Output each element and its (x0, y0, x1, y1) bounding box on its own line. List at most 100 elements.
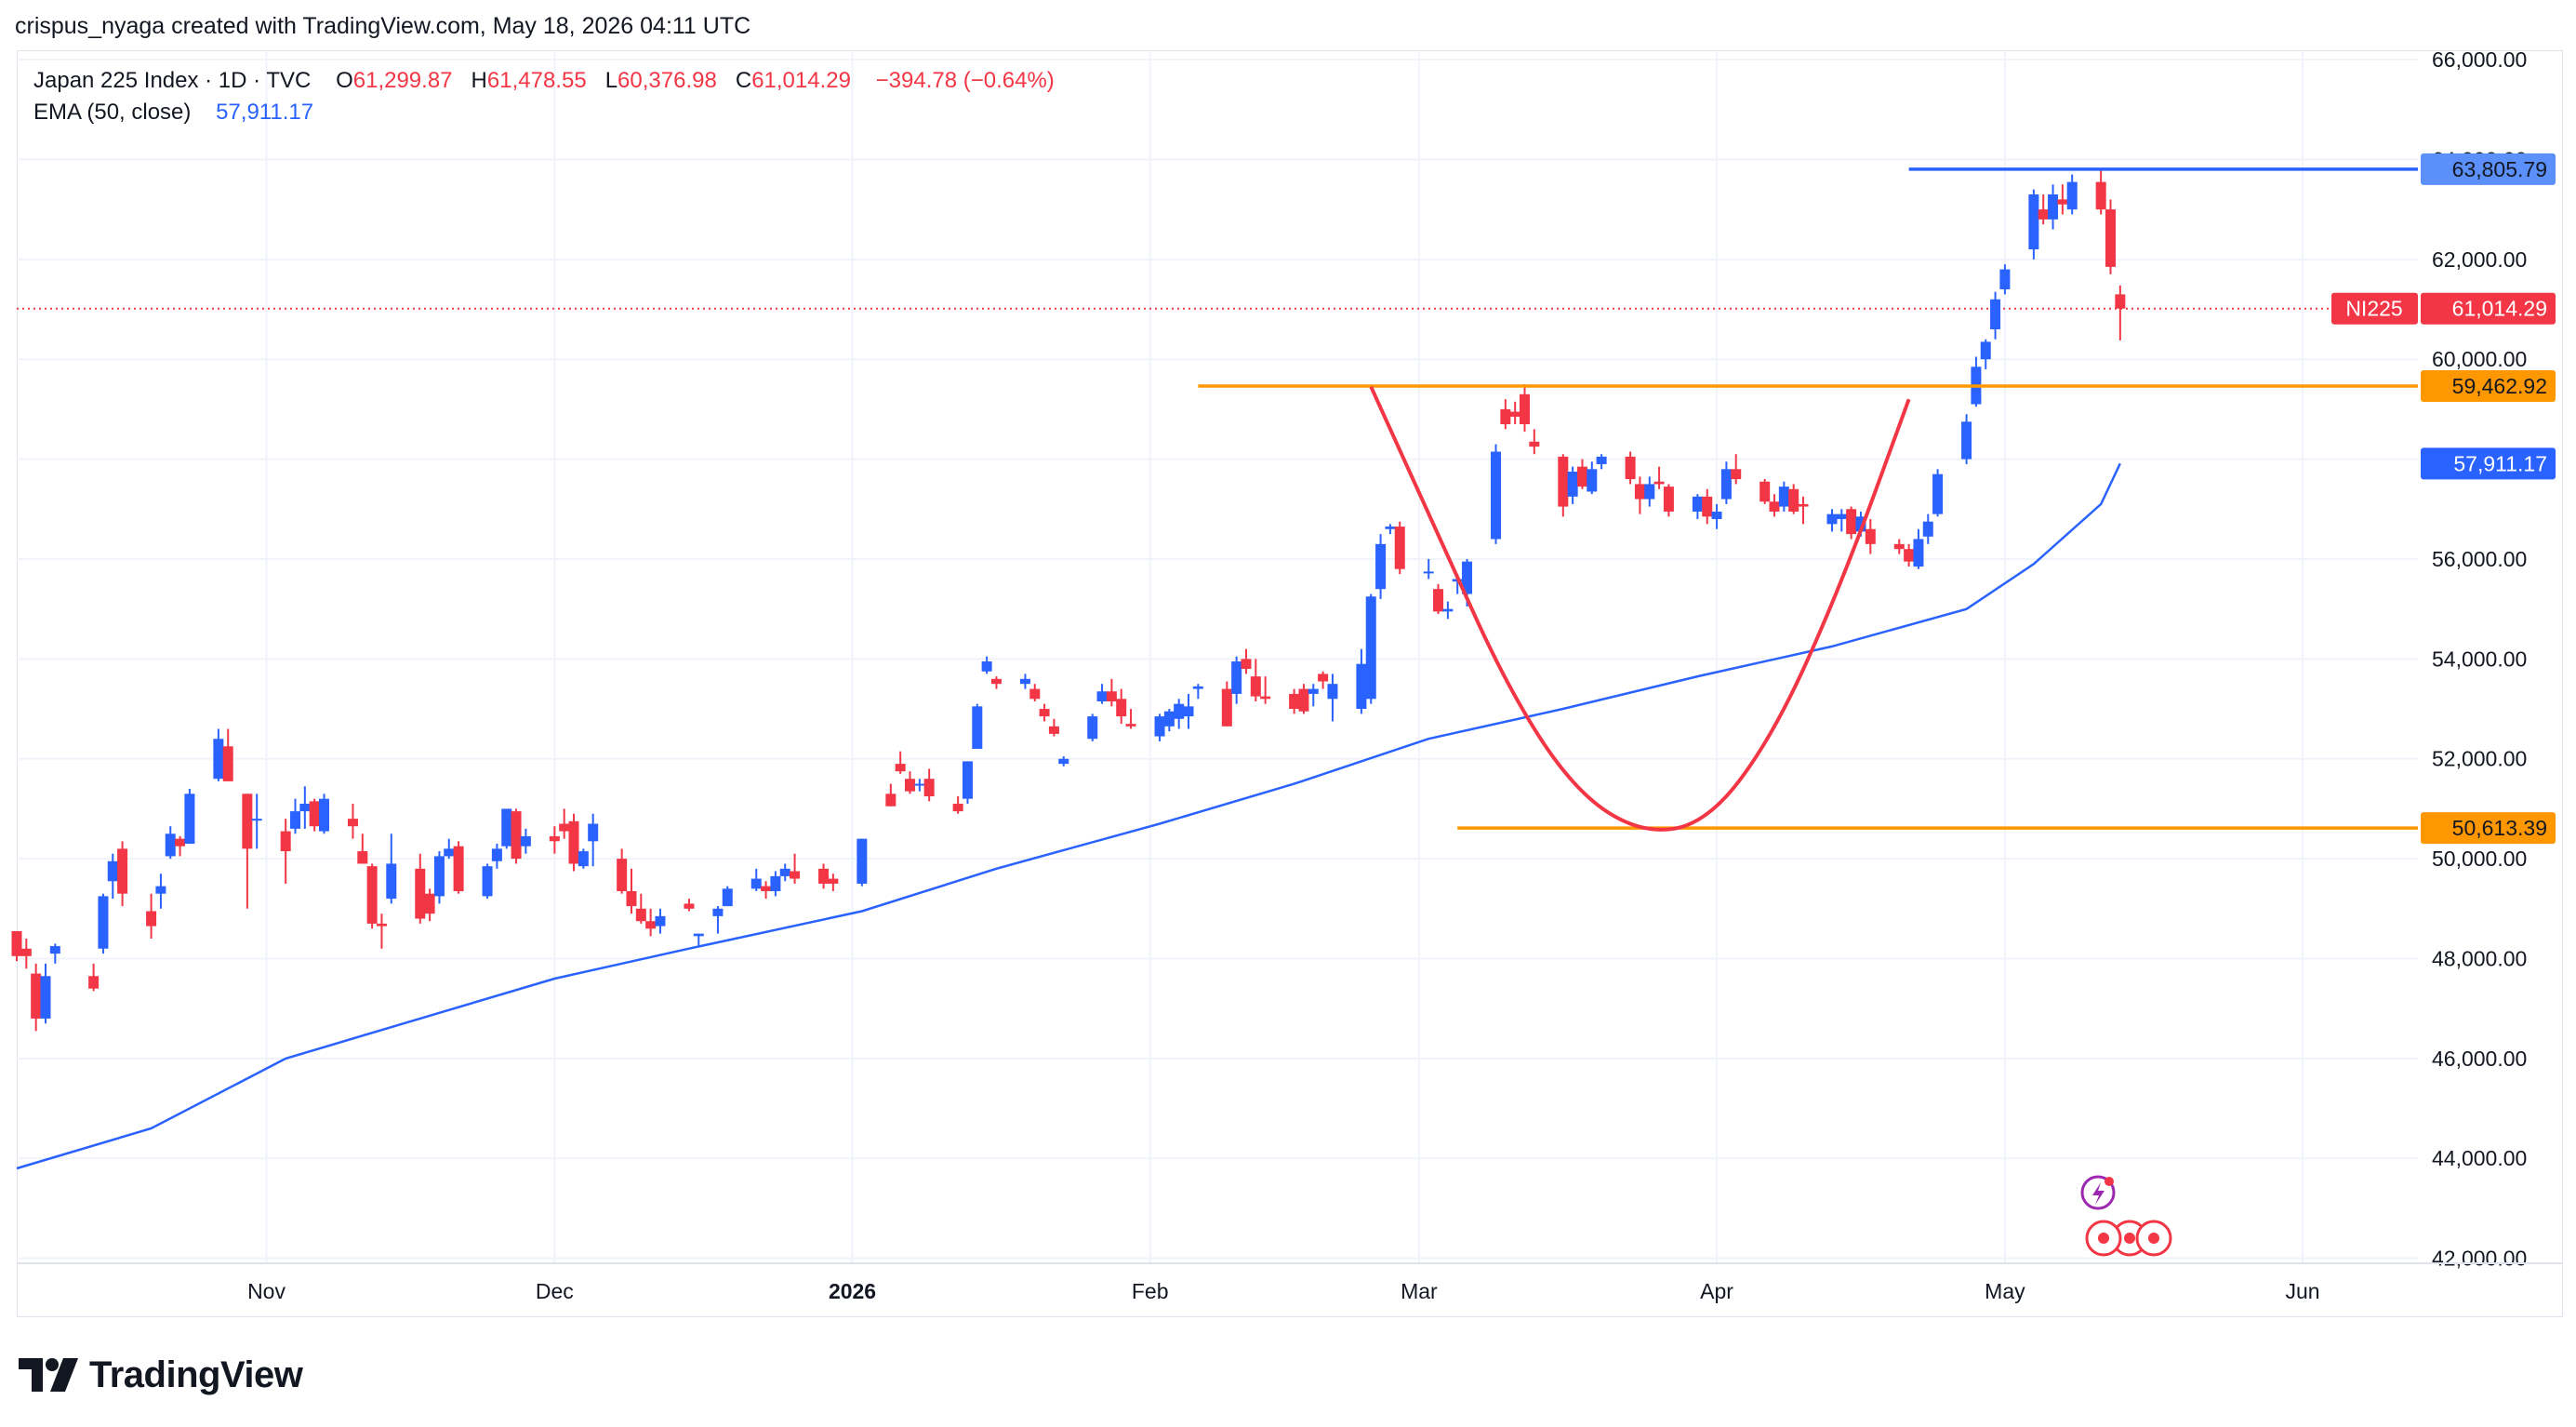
candle-body (1154, 716, 1165, 737)
candle-body (2095, 181, 2106, 210)
open-value: 61,299.87 (352, 68, 453, 93)
candle (2057, 184, 2068, 215)
candle (1154, 714, 1165, 741)
candle-body (914, 783, 925, 786)
candle (914, 779, 925, 792)
candle-body (1865, 528, 1876, 544)
candle (1913, 528, 1924, 569)
candle (1250, 659, 1261, 701)
candle (1318, 671, 1329, 689)
candle-body (750, 878, 762, 889)
candle (1778, 481, 1789, 512)
candle (165, 826, 176, 860)
candle (1663, 484, 1674, 517)
candle (2048, 184, 2059, 230)
cup-curve[interactable] (1369, 385, 1911, 832)
chart-icons[interactable] (2080, 1175, 2172, 1257)
candle (1558, 454, 1569, 517)
candle (645, 908, 657, 937)
chart-frame[interactable] (17, 50, 2563, 1317)
candle-body (1116, 699, 1127, 717)
candle (1260, 676, 1271, 704)
candle-body (1174, 703, 1185, 719)
tradingview-logo[interactable]: TradingView (19, 1347, 303, 1403)
candle (1019, 673, 1030, 689)
candle-body (568, 820, 579, 864)
candle-body (184, 794, 195, 844)
candle (1221, 681, 1232, 727)
y-tick-label: 42,000.00 (2432, 1247, 2527, 1271)
candle (1625, 451, 1636, 485)
candle (1769, 494, 1780, 517)
candle-body (290, 811, 301, 829)
candle (761, 881, 772, 900)
candle-body (1442, 608, 1454, 612)
ohlc-row: Japan 225 Index · 1D · TVC O61,299.87 H6… (33, 65, 1055, 97)
candle-body (2115, 294, 2126, 309)
candle-body (1846, 509, 1857, 535)
candle-body (626, 891, 637, 907)
candle (1039, 703, 1050, 722)
ema-label[interactable]: EMA (50, close) (33, 100, 192, 125)
candle (453, 841, 464, 894)
candle-body (952, 804, 963, 812)
candle (790, 853, 801, 884)
candle (1980, 339, 1991, 369)
tag-last-price-bg (2421, 292, 2556, 325)
candle (1385, 524, 1396, 535)
candle-body (779, 868, 790, 876)
candle-body (155, 886, 166, 894)
candle (1241, 648, 1252, 674)
candle-body (1932, 473, 1944, 514)
change-value: −394.78 (−0.64%) (875, 68, 1055, 93)
candle-body (828, 878, 839, 884)
candle (1096, 684, 1108, 704)
candle-body (1798, 503, 1809, 507)
candle (299, 786, 311, 829)
candle (1596, 454, 1607, 470)
tradingview-wordmark: TradingView (89, 1354, 303, 1395)
candle-body (1576, 466, 1587, 487)
candle-body (1529, 441, 1540, 447)
y-tick-label: 66,000.00 (2432, 47, 2527, 72)
candle (155, 874, 166, 909)
candle-body (415, 868, 426, 919)
candle (1798, 496, 1809, 525)
candle (1433, 583, 1444, 615)
candle-body (1826, 513, 1838, 525)
candle-body (386, 863, 397, 900)
candle-body (1241, 659, 1252, 670)
candle-body (1711, 511, 1722, 520)
candle (357, 834, 368, 864)
y-tick-label: 60,000.00 (2432, 347, 2527, 371)
ema-line (16, 462, 2121, 1170)
symbol-tag-text: NI225 (2345, 297, 2402, 321)
x-tick-label: Nov (247, 1279, 285, 1303)
candle-body (501, 808, 512, 847)
candle-body (2038, 209, 2049, 220)
lightning-event-icon[interactable] (2080, 1175, 2116, 1210)
candle (559, 808, 570, 839)
candle (895, 751, 906, 774)
x-tick-label: 2026 (829, 1279, 876, 1303)
candle (347, 804, 358, 839)
candle-body (11, 930, 22, 956)
y-tick-label: 62,000.00 (2432, 247, 2527, 272)
symbol-name[interactable]: Japan 225 Index · 1D · TVC (33, 68, 312, 93)
candle-body (491, 848, 502, 861)
dividend-event-icons[interactable] (2085, 1220, 2172, 1257)
candle-body (1048, 726, 1059, 734)
candle (750, 868, 762, 892)
grid-lines (17, 52, 2418, 1263)
candle-body (2105, 209, 2117, 267)
candle (213, 728, 224, 781)
candle-body (1961, 421, 1972, 460)
candle-body (1221, 688, 1232, 727)
candle (1836, 509, 1847, 532)
candle (501, 808, 512, 849)
candle (1567, 466, 1578, 504)
chart-credit: crispus_nyaga created with TradingView.c… (15, 13, 751, 39)
candle-body (770, 875, 781, 892)
horizontal-levels[interactable] (1198, 167, 2418, 830)
